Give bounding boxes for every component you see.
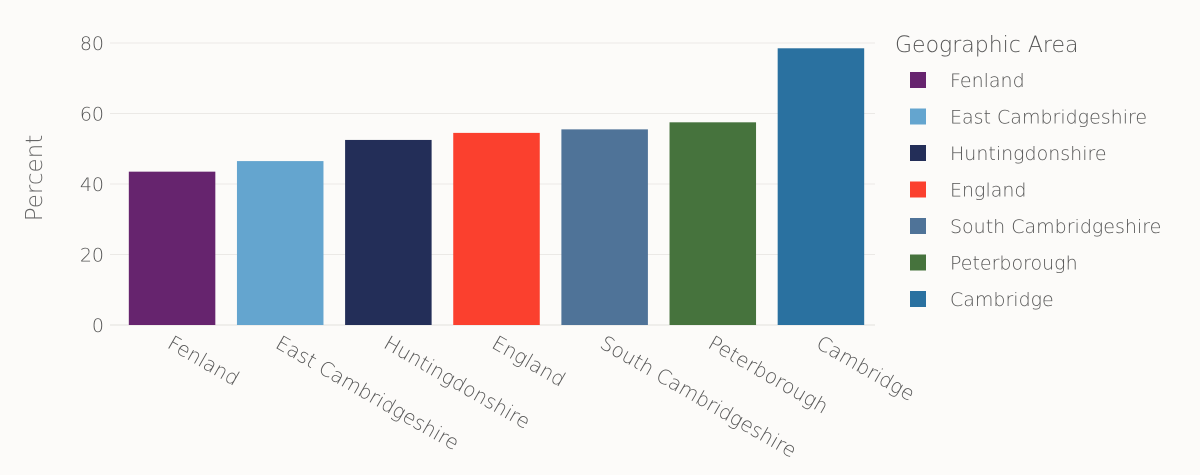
x-tick-label-fenland: Fenland — [164, 331, 244, 391]
legend-label: East Cambridgeshire — [950, 107, 1147, 129]
legend-swatch — [910, 108, 926, 125]
legend-item-fenland[interactable]: Fenland — [910, 70, 1025, 92]
legend-label: South Cambridgeshire — [950, 216, 1161, 238]
x-tick-label-south-cambridgeshire: South Cambridgeshire — [596, 331, 801, 463]
y-axis-ticks: 0 20 40 60 80 — [80, 33, 104, 337]
y-tick-label-40: 40 — [80, 174, 104, 196]
legend-label: Huntingdonshire — [950, 143, 1107, 165]
x-tick-label-england: England — [488, 331, 570, 392]
legend-item-cambridge[interactable]: Cambridge — [910, 289, 1054, 311]
legend-label: Fenland — [950, 70, 1025, 92]
legend-swatch — [910, 291, 926, 307]
y-tick-label-20: 20 — [80, 245, 104, 267]
legend-swatch — [910, 254, 926, 271]
bar-south-cambridgeshire[interactable] — [561, 129, 648, 325]
bar-huntingdonshire[interactable] — [345, 139, 432, 325]
legend-swatch — [910, 218, 926, 234]
legend-label: Cambridge — [950, 289, 1054, 311]
y-tick-label-0: 0 — [92, 315, 104, 337]
legend-item-east-cambridgeshire[interactable]: East Cambridgeshire — [910, 107, 1147, 129]
bar-peterborough[interactable] — [669, 122, 757, 325]
x-axis-ticks: Fenland East CambridgeshireHuntingdonshir… — [164, 331, 919, 463]
legend-swatch — [910, 145, 926, 161]
legend-label: England — [950, 180, 1026, 202]
legend-item-huntingdonshire[interactable]: Huntingdonshire — [910, 143, 1107, 165]
bar-cambridge[interactable] — [777, 48, 865, 325]
legend-item-south-cambridgeshire[interactable]: South Cambridgeshire — [910, 216, 1161, 238]
legend-swatch — [910, 72, 926, 88]
bar-fenland[interactable] — [128, 171, 216, 325]
bar-east-cambridgeshire[interactable] — [236, 161, 324, 325]
legend-title: Geographic Area — [895, 33, 1079, 58]
y-tick-label-60: 60 — [80, 104, 104, 126]
legend-label: Peterborough — [950, 253, 1078, 275]
legend: Geographic Area Fenland East Cambridgeshi… — [895, 33, 1161, 311]
legend-item-england[interactable]: England — [910, 180, 1026, 202]
y-axis-title: Percent — [22, 135, 48, 222]
legend-item-peterborough[interactable]: Peterborough — [910, 253, 1078, 275]
bar-england[interactable] — [453, 132, 540, 325]
bar-layer — [128, 48, 865, 325]
legend-swatch — [910, 181, 926, 198]
x-tick-label-east-cambridgeshire: East Cambridgeshire — [272, 331, 464, 456]
y-tick-label-80: 80 — [80, 33, 104, 55]
